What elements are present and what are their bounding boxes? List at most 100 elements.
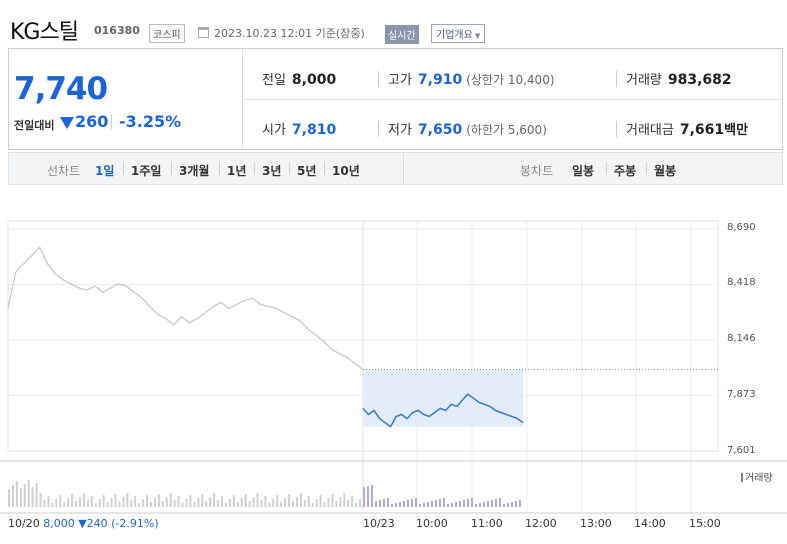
prev-day-date: 10/20 — [8, 517, 40, 530]
today-range-shade — [363, 369, 523, 427]
volume-bar — [307, 496, 310, 507]
volume-bar — [347, 500, 350, 507]
stat-unit: 백만 — [724, 123, 749, 138]
volume-bar — [272, 499, 275, 507]
volume-legend-swatch — [741, 473, 743, 482]
volume-bar — [150, 502, 152, 507]
period-tab-3y[interactable]: 3년 — [262, 164, 282, 178]
toolbar-divider — [403, 153, 404, 184]
volume-bar — [110, 498, 113, 507]
current-price-box: 7,740 전일대비 260 -3.25% — [9, 49, 243, 149]
volume-bar — [391, 504, 393, 507]
volume-bar — [118, 501, 121, 507]
volume-bar — [224, 503, 227, 507]
volume-bar — [51, 503, 54, 507]
volume-bar — [471, 498, 473, 507]
volume-bar — [335, 501, 338, 507]
company-overview-label: 기업개요 — [436, 30, 473, 41]
stat-label: 고가 — [388, 73, 412, 88]
change-percent: -3.25% — [119, 112, 182, 131]
period-tab-1w[interactable]: 1주일 — [131, 164, 162, 178]
volume-bar — [15, 481, 18, 507]
volume-bar — [63, 502, 66, 507]
volume-bar — [98, 499, 101, 507]
volume-bar — [451, 503, 453, 507]
volume-bar — [411, 499, 413, 507]
volume-bar — [193, 502, 196, 507]
stock-code: 016380 — [94, 24, 140, 37]
volume-bar — [403, 501, 405, 507]
period-tab-3m[interactable]: 3개월 — [179, 164, 210, 178]
volume-bar — [153, 498, 156, 507]
volume-bar — [197, 498, 200, 507]
volume-bar — [102, 495, 105, 507]
change-label: 전일대비 — [14, 119, 55, 132]
volume-bar — [82, 493, 85, 507]
tab-separator — [123, 163, 124, 175]
volume-bar — [126, 493, 129, 507]
candle-tab-weekly[interactable]: 주봉 — [614, 164, 637, 178]
volume-legend: 거래량 — [741, 469, 773, 484]
period-tab-1d[interactable]: 1일 — [95, 164, 115, 178]
today-price-line — [362, 393, 524, 428]
down-arrow-icon — [60, 117, 74, 129]
x-tick-label: 13:00 — [580, 517, 612, 530]
volume-bar — [280, 502, 283, 507]
volume-bar — [343, 493, 346, 507]
tab-separator — [646, 163, 647, 175]
volume-bar — [142, 499, 145, 507]
prev-day-close: 8,000 — [43, 517, 75, 530]
volume-bar — [31, 487, 34, 507]
price-chart[interactable]: 8,690 8,418 8,146 7,873 7,601 거래량 10/23 … — [0, 195, 787, 540]
candle-tab-monthly[interactable]: 월봉 — [654, 164, 677, 178]
period-tab-10y[interactable]: 10년 — [332, 164, 360, 178]
change-divider — [111, 115, 112, 129]
stat-sub: (하한가 5,600) — [466, 123, 547, 137]
volume-bar — [479, 503, 481, 507]
volume-bar — [244, 494, 247, 507]
volume-bar — [217, 500, 220, 507]
volume-bar — [146, 495, 149, 507]
period-tab-5y[interactable]: 5년 — [297, 164, 317, 178]
period-tab-1y[interactable]: 1년 — [227, 164, 247, 178]
calendar-icon — [198, 27, 209, 38]
y-tick-label: 7,601 — [727, 445, 756, 456]
candle-tab-daily[interactable]: 일봉 — [572, 164, 595, 178]
chart-toolbar: 선차트 1일 1주일 3개월 1년 3년 5년 10년 봉차트 일봉 주봉 월봉 — [8, 152, 783, 185]
volume-bar — [419, 504, 421, 507]
volume-bar — [351, 496, 354, 507]
market-badge: 코스피 — [149, 24, 185, 43]
tab-separator — [606, 163, 607, 175]
x-tick-label: 10/23 — [363, 517, 395, 530]
stat-sub: (상한가 10,400) — [466, 73, 555, 87]
volume-bar — [399, 502, 401, 507]
volume-bar — [431, 501, 433, 507]
volume-bar — [228, 499, 231, 507]
volume-bar — [268, 503, 271, 507]
volume-bar — [177, 496, 180, 507]
company-overview-button[interactable]: 기업개요 ▼ — [431, 24, 486, 43]
volume-bar — [90, 496, 93, 507]
stat-value: 8,000 — [291, 72, 337, 88]
volume-bar — [519, 500, 521, 507]
volume-bar — [35, 483, 38, 507]
prev-day-change-pct: (-2.91%) — [111, 517, 159, 530]
volume-bar — [303, 500, 306, 507]
prev-day-change: 240 — [86, 517, 108, 530]
volume-bar — [23, 484, 26, 507]
x-tick-label: 12:00 — [525, 517, 557, 530]
volume-bar — [114, 494, 117, 507]
volume-bar — [59, 495, 62, 507]
y-tick-label: 8,690 — [727, 222, 756, 233]
volume-bar — [75, 501, 78, 507]
volume-bar — [487, 501, 489, 507]
prev-day-line — [7, 246, 364, 371]
stat-separator — [378, 121, 379, 137]
volume-bar — [185, 499, 188, 507]
volume-bar — [511, 502, 513, 507]
volume-bar — [515, 501, 517, 507]
x-tick-label: 14:00 — [634, 517, 666, 530]
volume-bar — [138, 503, 141, 507]
volume-bar — [383, 499, 385, 507]
candle-chart-label: 봉차트 — [520, 164, 554, 178]
